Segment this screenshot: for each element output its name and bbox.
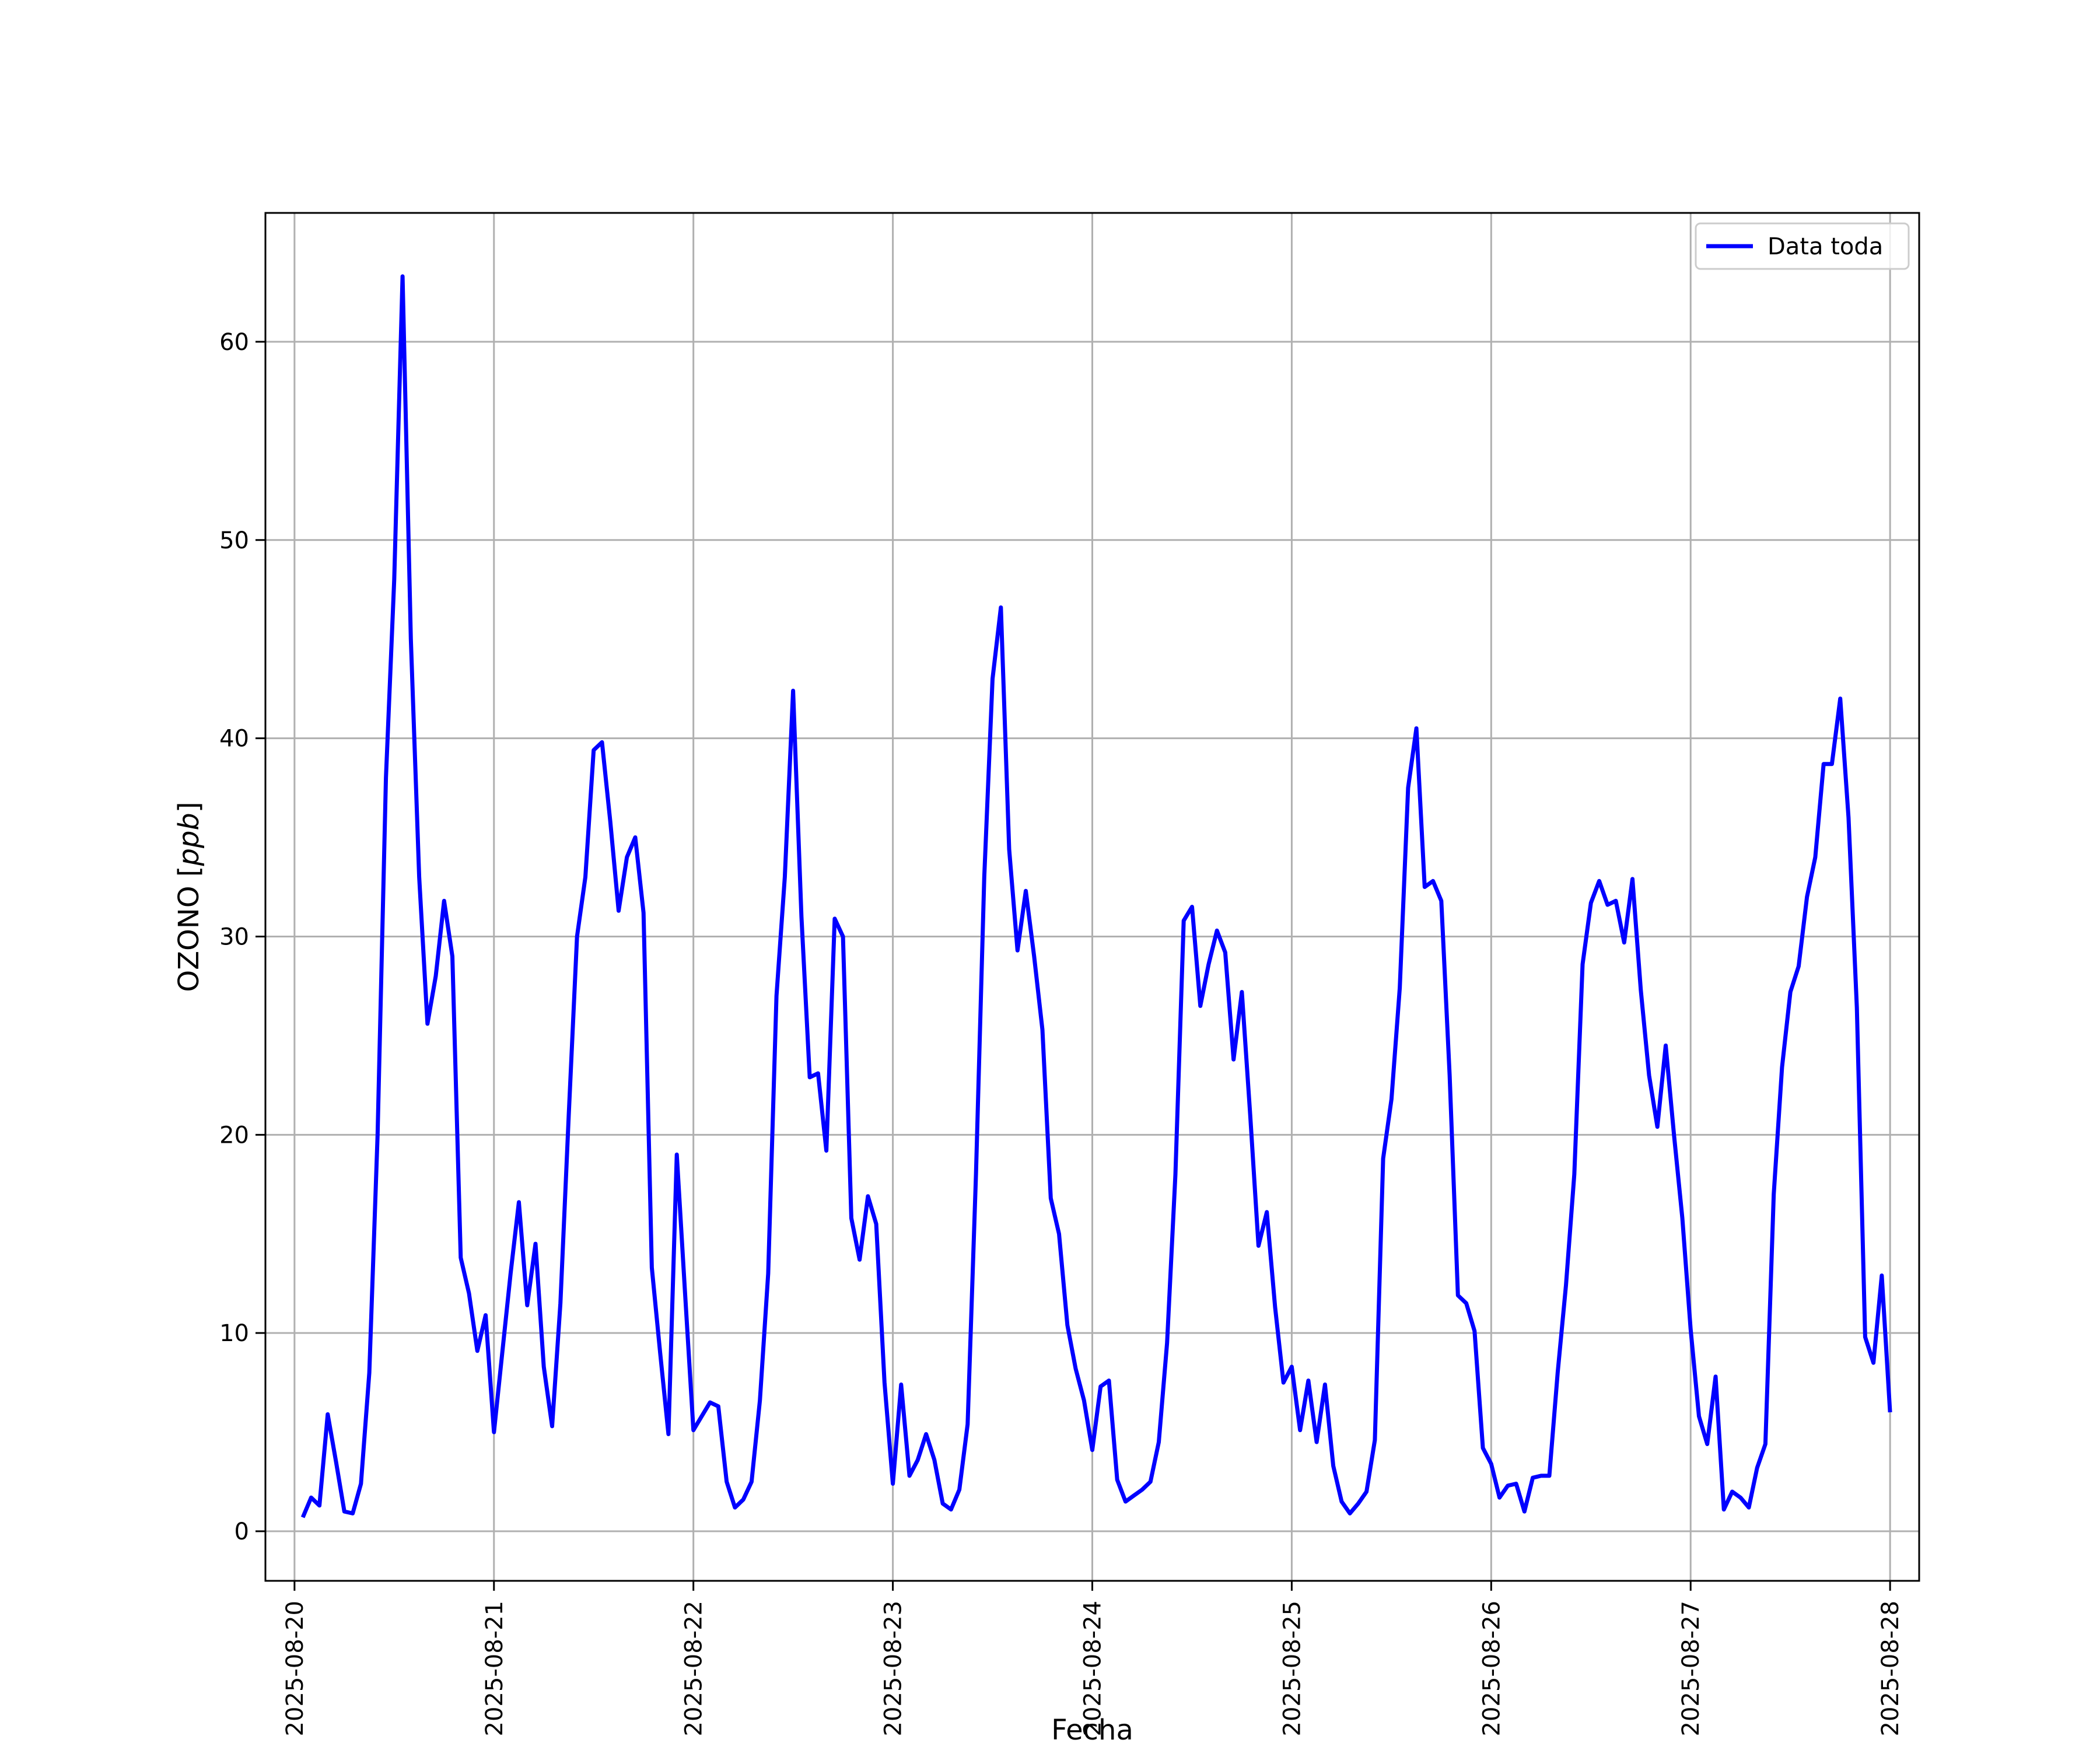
legend-label: Data toda [1768, 233, 1883, 260]
x-tick-label: 2025-08-23 [880, 1601, 907, 1736]
y-tick-label: 20 [219, 1122, 249, 1149]
x-tick-label: 2025-08-27 [1678, 1601, 1704, 1736]
y-axis-title: OZONO [ppb] [173, 802, 205, 992]
x-axis-title: Fecha [1051, 1714, 1133, 1746]
grid [265, 213, 1919, 1581]
y-axis-title-prefix: OZONO [ [173, 866, 205, 992]
x-tick-label: 2025-08-25 [1279, 1601, 1306, 1736]
x-tick-label: 2025-08-20 [282, 1601, 309, 1736]
x-tick-label: 2025-08-21 [481, 1601, 508, 1736]
x-tick-label: 2025-08-24 [1080, 1601, 1107, 1736]
series-line-data-toda [300, 274, 1892, 1518]
legend: Data toda [1695, 222, 1910, 270]
series-layer [300, 274, 1892, 1518]
axis-ticks: 0 10 20 30 40 50 60 2025-08-20 2025-08-21 2025-08… [219, 329, 1904, 1737]
x-tick-label: 2025-08-22 [681, 1601, 708, 1736]
y-axis-title-suffix: ] [173, 802, 205, 813]
y-tick-label: 40 [219, 726, 249, 752]
y-axis-title-unit: ppb [173, 813, 205, 866]
y-tick-label: 10 [219, 1320, 249, 1347]
y-tick-label: 0 [235, 1518, 249, 1545]
x-tick-label: 2025-08-26 [1478, 1601, 1505, 1736]
y-tick-label: 30 [219, 923, 249, 950]
legend-box [1695, 222, 1910, 270]
y-tick-label: 50 [219, 527, 249, 554]
x-tick-label: 2025-08-28 [1877, 1601, 1904, 1736]
y-tick-label: 60 [219, 329, 249, 356]
